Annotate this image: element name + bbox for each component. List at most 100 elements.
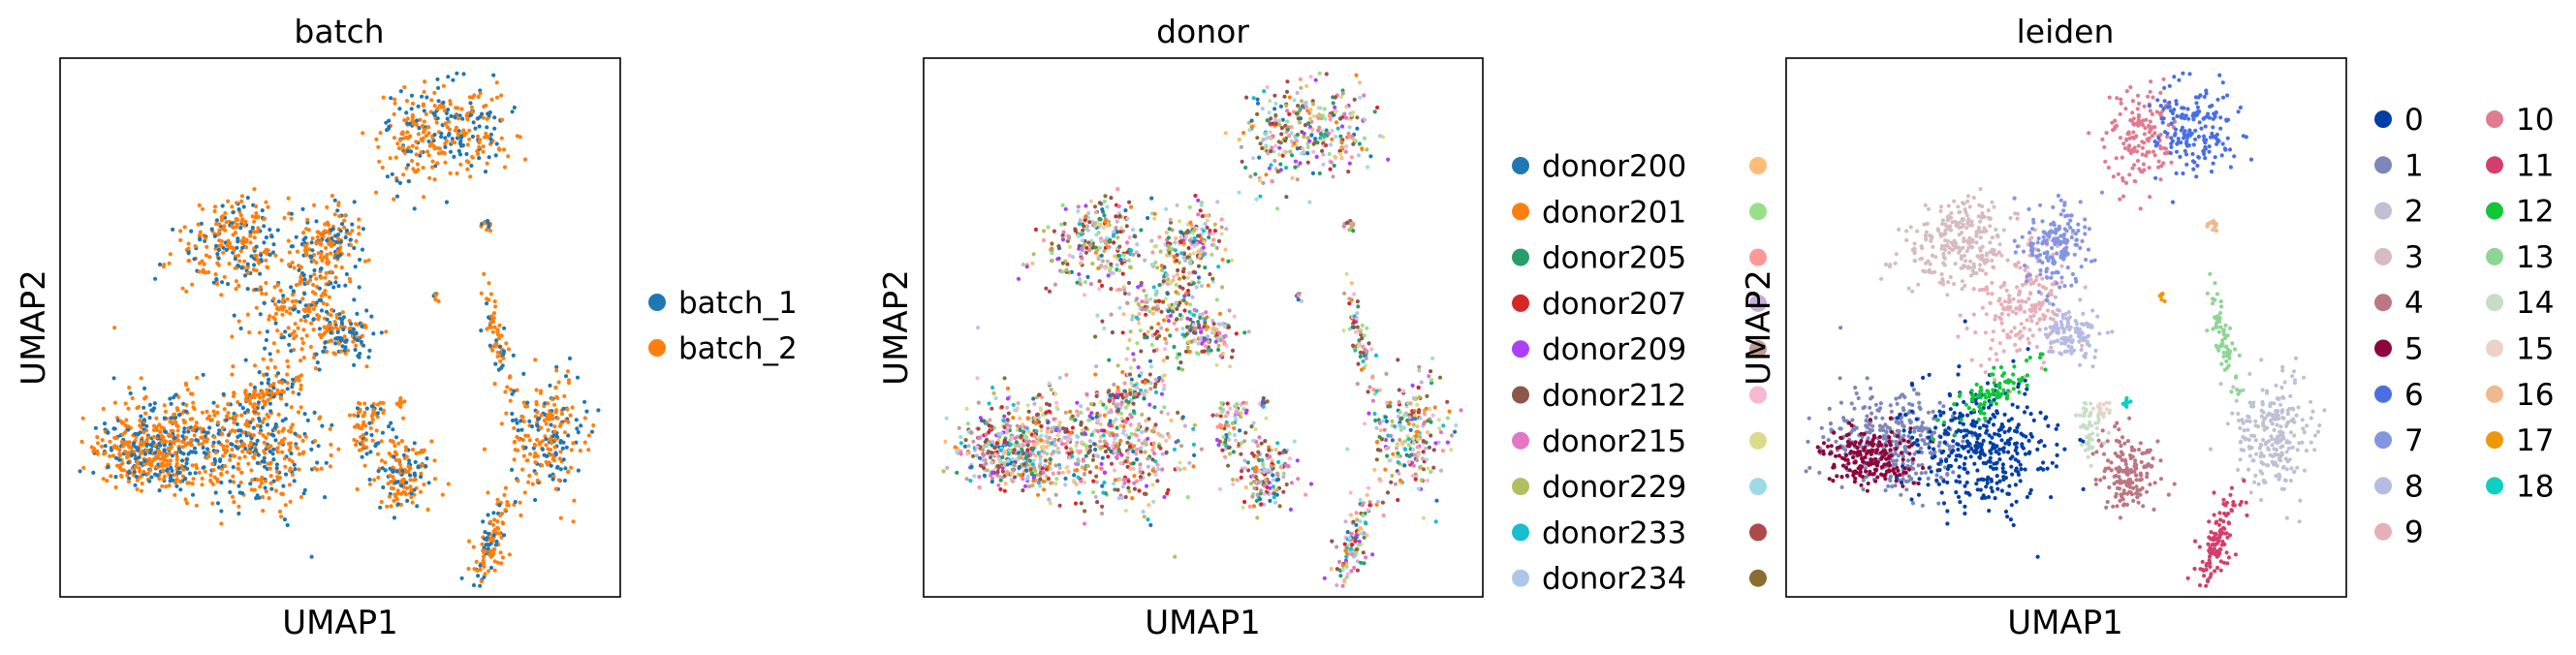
scatter-point (376, 144, 381, 149)
scatter-point (279, 515, 284, 519)
scatter-point (1065, 429, 1070, 434)
scatter-point (220, 431, 225, 437)
scatter-point (334, 315, 339, 320)
scatter-point (292, 462, 297, 467)
scatter-point (1285, 79, 1290, 84)
scatter-point (485, 125, 489, 130)
scatter-point (279, 332, 284, 337)
scatter-point (1120, 484, 1125, 489)
scatter-point (1240, 159, 1244, 164)
scatter-point (1182, 423, 1187, 428)
scatter-point (1127, 489, 1132, 494)
scatter-point (366, 355, 371, 359)
scatter-point (182, 426, 187, 431)
scatter-point (254, 244, 259, 249)
scatter-point (289, 405, 294, 410)
scatter-point (125, 455, 130, 460)
scatter-point (1269, 148, 1273, 154)
scatter-point (269, 234, 274, 239)
scatter-point (376, 475, 381, 480)
scatter-point (385, 504, 390, 509)
scatter-point (242, 273, 248, 278)
scatter-point (233, 257, 237, 262)
scatter-point (1296, 477, 1301, 482)
scatter-point (1319, 116, 1324, 121)
scatter-point (362, 401, 367, 406)
scatter-point (292, 265, 297, 270)
scatter-point (1126, 280, 1132, 286)
scatter-point (476, 94, 481, 100)
scatter-point (271, 433, 276, 438)
scatter-point (252, 363, 258, 368)
scatter-point (399, 491, 404, 496)
scatter-point (265, 412, 269, 418)
scatter-point (118, 452, 123, 457)
scatter-point (314, 219, 319, 224)
scatter-point (289, 285, 294, 290)
scatter-point (1043, 439, 1048, 444)
scatter-point (523, 445, 528, 451)
scatter-point (1005, 430, 1010, 435)
scatter-point (217, 238, 222, 243)
scatter-point (485, 161, 489, 166)
scatter-point (1275, 473, 1280, 478)
scatter-point (336, 236, 341, 241)
scatter-point (290, 260, 295, 265)
donor-scatter-points (941, 71, 1463, 588)
scatter-point (1163, 336, 1168, 341)
scatter-point (1028, 467, 1033, 472)
scatter-point (274, 462, 279, 467)
scatter-point (449, 113, 454, 118)
scatter-point (1083, 521, 1087, 526)
scatter-point (1162, 494, 1167, 500)
scatter-point (499, 93, 504, 98)
scatter-point (1140, 429, 1145, 435)
scatter-point (184, 289, 189, 294)
scatter-point (533, 358, 538, 362)
scatter-point (421, 450, 425, 454)
scatter-point (446, 75, 451, 79)
scatter-point (1277, 504, 1282, 509)
scatter-point (1139, 349, 1144, 354)
scatter-point (1304, 83, 1309, 88)
scatter-point (254, 305, 259, 310)
scatter-point (1239, 469, 1244, 474)
scatter-point (1211, 237, 1216, 242)
scatter-point (1179, 251, 1184, 256)
scatter-point (381, 484, 386, 490)
scatter-point (311, 282, 316, 288)
scatter-point (1084, 444, 1089, 449)
scatter-point (292, 479, 297, 483)
scatter-point (478, 583, 483, 588)
scatter-point (1169, 418, 1174, 422)
scatter-point (446, 108, 451, 112)
scatter-point (1138, 328, 1143, 333)
scatter-point (1050, 251, 1054, 256)
scatter-point (941, 469, 946, 474)
scatter-point (466, 160, 471, 165)
scatter-point (1164, 231, 1169, 235)
scatter-point (489, 314, 494, 319)
scatter-point (544, 443, 549, 448)
scatter-point (189, 443, 195, 448)
scatter-point (320, 423, 325, 428)
scatter-point (1255, 136, 1260, 140)
scatter-point (1131, 461, 1136, 466)
scatter-point (303, 244, 308, 249)
scatter-point (1090, 262, 1095, 266)
scatter-point (177, 479, 182, 484)
scatter-point (398, 404, 403, 409)
scatter-point (1078, 261, 1084, 265)
scatter-point (1204, 327, 1209, 332)
scatter-point (172, 441, 176, 446)
scatter-point (1115, 187, 1120, 192)
scatter-point (548, 474, 552, 479)
scatter-point (566, 433, 571, 438)
scatter-point (255, 229, 260, 234)
scatter-point (161, 265, 166, 269)
scatter-point (231, 453, 236, 458)
scatter-point (1033, 468, 1038, 473)
scatter-point (387, 424, 392, 429)
scatter-point (185, 388, 190, 392)
scatter-point (1188, 328, 1193, 332)
